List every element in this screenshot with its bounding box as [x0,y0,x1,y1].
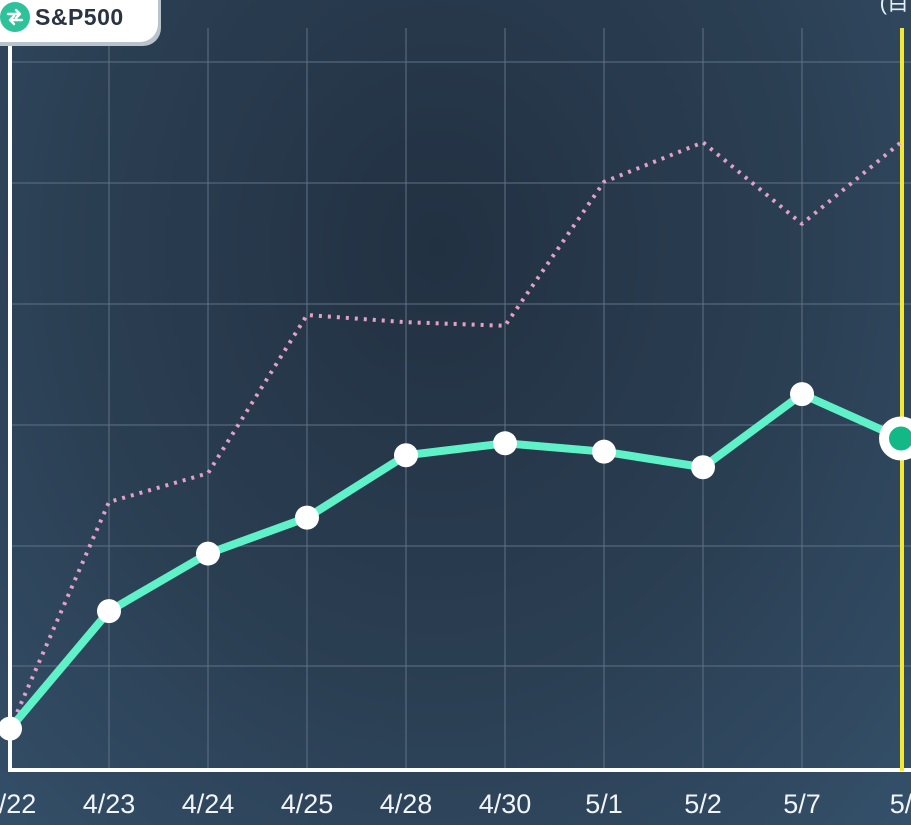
index-name-label: S&P500 [35,4,124,30]
data-point-marker[interactable] [691,455,715,480]
x-tick-label: 5/7 [783,789,821,819]
x-tick-label: 4/22 [0,789,36,819]
data-point-marker[interactable] [0,716,22,741]
index-selector-chip[interactable]: S&P500 [0,0,158,42]
data-point-marker[interactable] [493,431,517,456]
x-tick-label: 5/1 [585,789,623,819]
data-point-marker[interactable] [790,382,814,407]
calendar-toggle-icon[interactable]: (目 [879,0,909,15]
x-tick-label: 5/ [890,789,911,819]
current-value-marker-core [889,426,911,451]
chart-series [6,140,905,733]
swap-arrows-icon [0,2,30,32]
x-tick-label: 4/25 [281,789,334,819]
x-tick-label: 4/28 [380,789,433,819]
primary-series-line [6,390,905,733]
x-axis-labels: 4/22 4/23 4/24 4/25 4/28 4/30 5/1 5/2 5/7 5/ [0,789,911,819]
data-point-marker[interactable] [394,443,418,468]
x-tick-label: 5/2 [684,789,722,819]
x-tick-label: 4/30 [479,789,532,819]
data-point-marker[interactable] [295,505,319,530]
chart-grid [10,28,911,770]
x-tick-label: 4/23 [83,789,136,819]
data-point-marker[interactable] [592,439,616,464]
comparison-series-line [8,140,903,730]
x-tick-label: 4/24 [182,789,235,819]
data-point-marker[interactable] [196,541,220,566]
chart-axes [8,28,911,772]
chart-markers[interactable] [0,382,911,741]
data-point-marker[interactable] [97,599,121,624]
